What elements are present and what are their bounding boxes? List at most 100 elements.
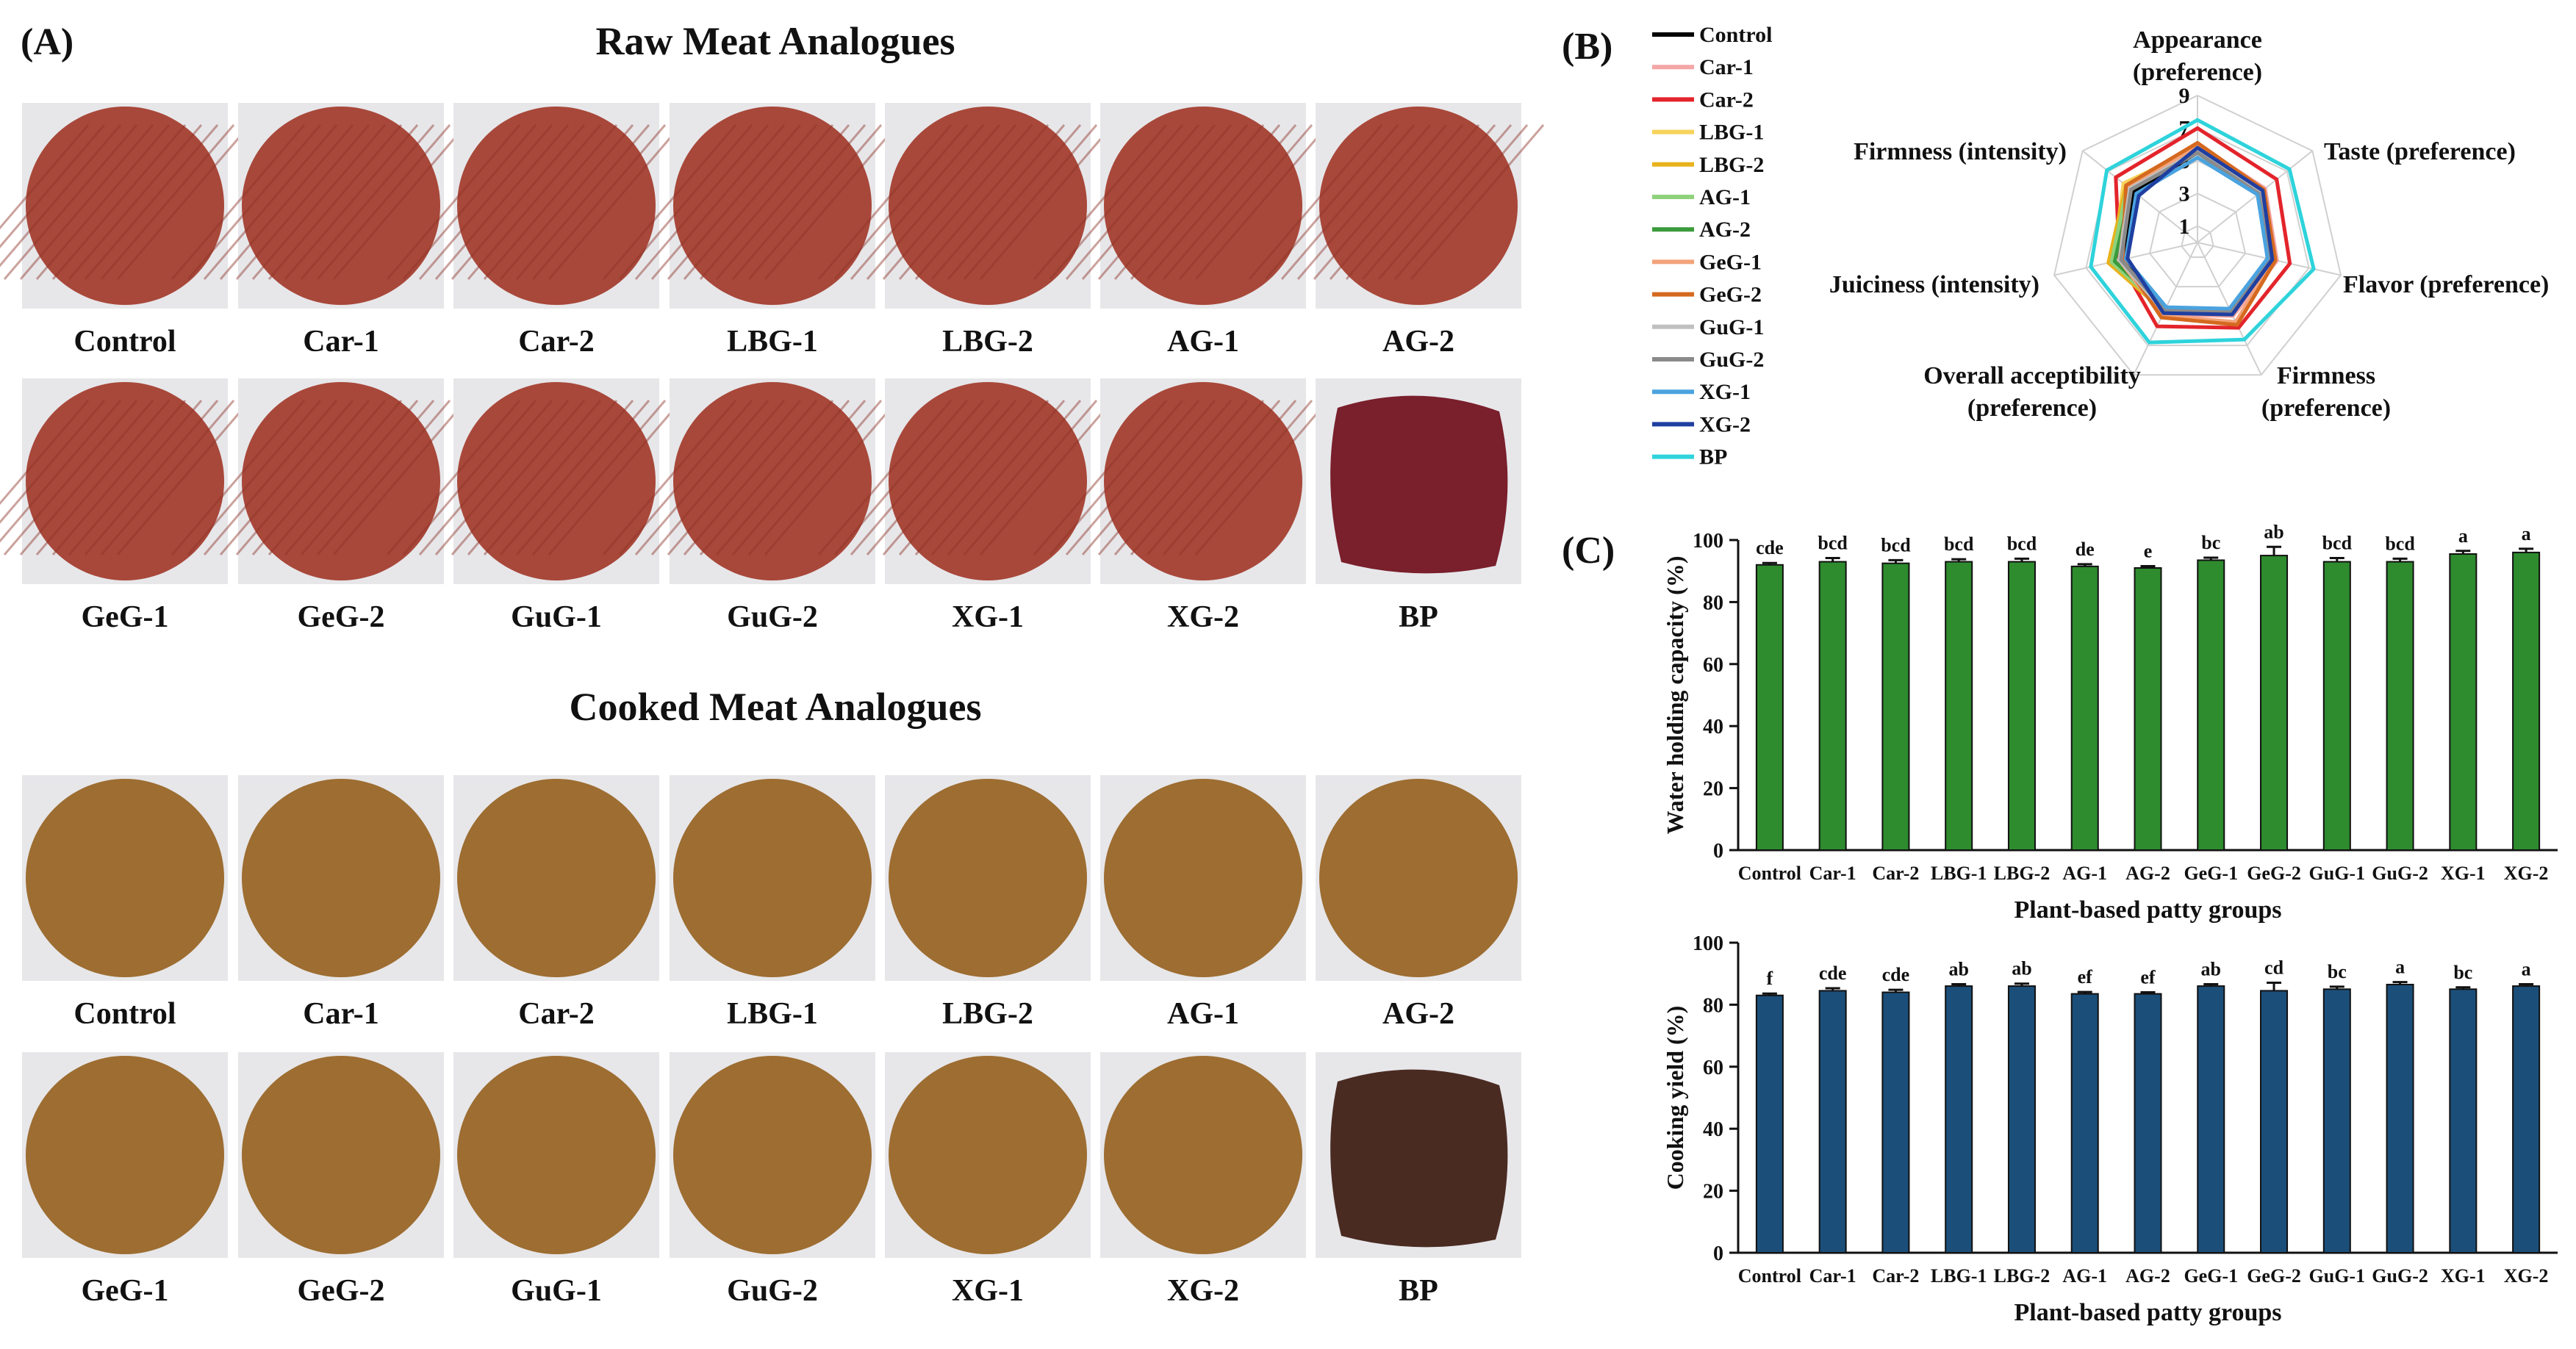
photo-label: Control <box>73 325 176 359</box>
patty-groove <box>300 400 435 555</box>
patty-groove <box>602 400 737 555</box>
patty-bp <box>1330 395 1508 574</box>
patty-groove <box>35 124 171 280</box>
patty-groove <box>467 124 602 280</box>
patty <box>889 779 1087 977</box>
significance-letter: f <box>1767 968 1773 989</box>
patty <box>457 1056 656 1254</box>
patty-groove <box>187 400 322 555</box>
bar <box>1755 994 1784 1253</box>
bar <box>1945 561 1973 851</box>
y-tick-label: 60 <box>1703 1057 1723 1079</box>
radar-series-line <box>2124 155 2270 311</box>
x-tick-label: Car-2 <box>1872 1265 1919 1287</box>
significance-letter: bcd <box>1818 532 1848 553</box>
legend-label: Control <box>1699 23 1772 47</box>
significance-letter: a <box>2458 525 2468 547</box>
patty-groove <box>3 400 138 555</box>
patty-groove <box>764 124 899 280</box>
patty-groove <box>332 124 467 280</box>
patty-groove <box>100 400 235 555</box>
patty-groove <box>300 124 435 280</box>
cooking-yield-chart: 0 20 40 60 80 100 f Control cde Car-1 cde Car-2 ab LB… <box>1662 932 2558 1326</box>
patty <box>1319 779 1518 977</box>
patty-groove <box>850 124 985 280</box>
bar <box>2134 566 2162 851</box>
patty-groove <box>35 400 171 555</box>
patty-bp <box>1330 1069 1508 1248</box>
bar <box>1881 562 1910 852</box>
patty-groove <box>833 400 969 555</box>
photo-label: AG-2 <box>1382 997 1454 1031</box>
patty-groove <box>499 400 634 555</box>
significance-letter: ab <box>2264 521 2283 542</box>
x-tick-label: LBG-1 <box>1931 863 1987 884</box>
y-tick-label: 0 <box>1713 1242 1723 1265</box>
patty-groove <box>451 400 586 555</box>
y-axis-label: Water holding capacity (%) <box>1662 556 1688 835</box>
bar <box>1755 564 1784 851</box>
x-tick-label: Control <box>1738 1265 1801 1287</box>
patty-groove <box>833 124 969 280</box>
patty-groove <box>1049 400 1184 555</box>
legend-label: XG-2 <box>1699 412 1751 436</box>
radar-axis-label: (preference) <box>2261 395 2391 422</box>
x-axis-label: Plant-based patty groups <box>2014 1299 2282 1326</box>
patty-groove <box>332 400 467 555</box>
y-tick-label: 0 <box>1713 840 1723 863</box>
patty-groove <box>1313 124 1448 280</box>
radar-axis-label: Taste (preference) <box>2324 138 2516 165</box>
patty-groove <box>515 124 650 280</box>
bar <box>1945 985 1973 1253</box>
bar <box>2512 551 2541 851</box>
photo-cell: LBG-2 <box>817 103 1114 359</box>
photo-cell: Control <box>0 103 251 359</box>
panel-label-c: (C) <box>1562 530 1615 572</box>
patty-groove <box>1130 124 1265 280</box>
bar <box>2322 561 2351 851</box>
patty-groove <box>402 400 537 555</box>
patty-groove <box>483 124 618 280</box>
patty-groove <box>1162 400 1297 555</box>
photo-cell: GuG-1 <box>453 1052 659 1308</box>
y-tick-label: 100 <box>1693 530 1723 553</box>
patty-groove <box>171 124 306 280</box>
x-tick-label: GuG-1 <box>2309 863 2366 884</box>
patty-groove <box>499 124 634 280</box>
patty-groove <box>203 124 338 280</box>
radar-axis-label: Flavor (preference) <box>2343 271 2549 298</box>
photo-cell: XG-1 <box>817 378 1114 634</box>
patty-groove <box>1393 124 1529 280</box>
patty-groove <box>715 124 850 280</box>
patty-groove <box>1033 124 1168 280</box>
cooked-title: Cooked Meat Analogues <box>569 685 981 729</box>
patty-groove <box>116 400 251 555</box>
photo-cell: Car-2 <box>453 775 659 1031</box>
significance-letter: bcd <box>2322 532 2353 553</box>
patty-groove <box>850 400 985 555</box>
radar-axis-label: Firmness <box>2277 362 2375 389</box>
patty-groove <box>68 124 203 280</box>
radar-series-line <box>2089 118 2316 345</box>
patty-groove <box>1130 400 1265 555</box>
significance-letter: a <box>2522 523 2531 544</box>
significance-letter: bcd <box>2007 533 2037 554</box>
significance-letter: cde <box>1882 964 1910 985</box>
radar-gridline <box>2053 94 2342 376</box>
patty-groove <box>699 400 834 555</box>
radar-tick-label: 9 <box>2179 84 2190 108</box>
bar <box>2197 985 2225 1253</box>
photo-label: LBG-2 <box>942 325 1033 359</box>
patty-groove <box>817 400 952 555</box>
photo-label: GuG-1 <box>511 600 602 634</box>
patty-groove <box>1049 124 1184 280</box>
photo-cell: XG-1 <box>885 1052 1091 1308</box>
patty-groove <box>0 124 90 230</box>
patty-groove <box>1097 124 1233 280</box>
patty-groove <box>731 124 867 280</box>
bar <box>2512 985 2541 1253</box>
legend-label: Car-1 <box>1699 55 1754 79</box>
patty <box>457 107 656 305</box>
photo-cell: XG-2 <box>1100 1052 1306 1308</box>
